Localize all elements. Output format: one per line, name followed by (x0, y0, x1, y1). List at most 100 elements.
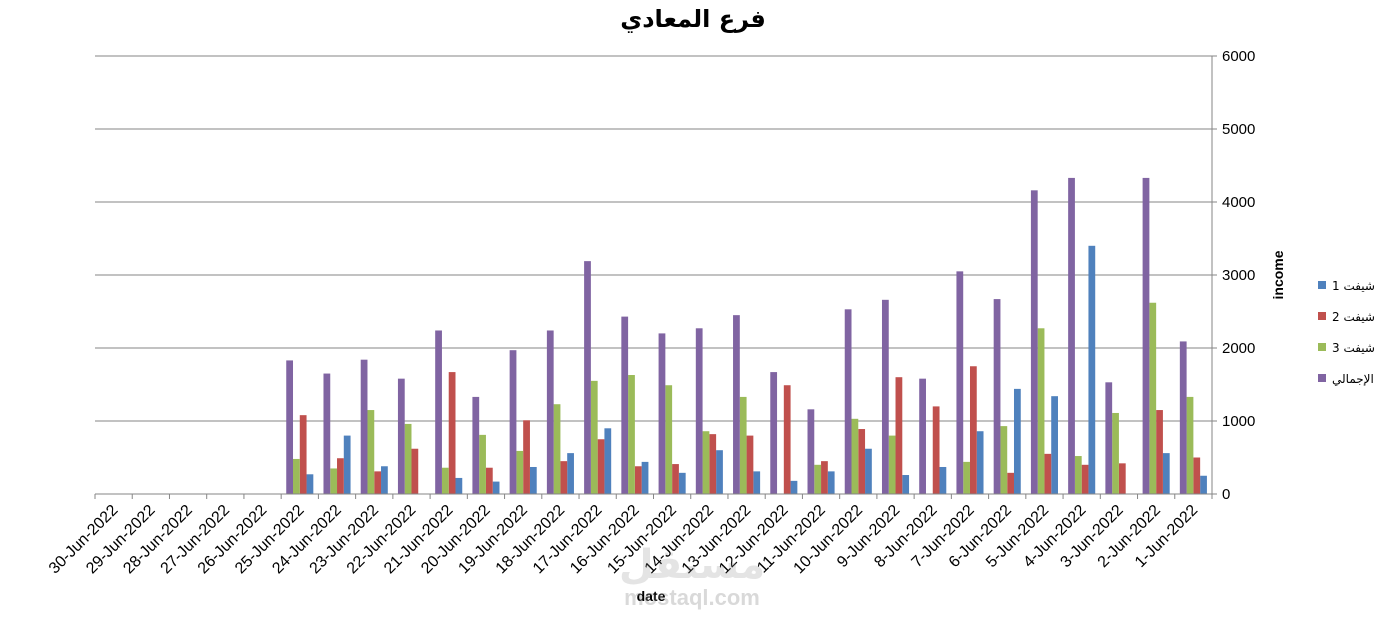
bar-total (770, 372, 778, 494)
bar-shift-2 (709, 434, 717, 494)
bar-shift-2 (746, 435, 754, 494)
bar-shift-3 (1037, 328, 1045, 494)
bar-shift-3 (814, 464, 822, 494)
bar-shift-2 (448, 372, 456, 494)
bar-shift-2 (858, 429, 866, 494)
bar-total (472, 396, 480, 494)
bar-shift-3 (293, 458, 300, 494)
bar-shift-3 (665, 385, 673, 494)
bar-shift-1 (529, 466, 537, 494)
bar-total (919, 378, 926, 494)
bar-total (658, 333, 666, 494)
bar-shift-3 (441, 467, 449, 494)
bar-shift-3 (404, 423, 412, 494)
bar-shift-3 (367, 410, 375, 494)
watermark-logo: مستقل (619, 542, 765, 588)
bar-shift-3 (590, 380, 598, 494)
legend-swatch (1318, 312, 1326, 320)
legend-swatch (1318, 343, 1326, 351)
bar-shift-1 (753, 471, 761, 494)
watermark: مستقل mostaql.com (619, 542, 765, 610)
bar-shift-2 (932, 406, 940, 494)
bar-shift-3 (851, 418, 859, 494)
bar-shift-2 (597, 439, 605, 494)
legend-item: الإجمالي (1318, 372, 1374, 386)
bar-total (1179, 341, 1187, 494)
bar-shift-1 (976, 431, 984, 494)
bar-shift-2 (560, 461, 568, 494)
bar-total (695, 328, 703, 494)
bar-total (323, 373, 331, 494)
legend-label: شيفت 3 (1332, 341, 1375, 355)
bar-shift-2 (1044, 453, 1052, 494)
bar-shift-3 (516, 450, 524, 494)
bar-shift-1 (678, 472, 686, 494)
chart-title: فرع المعادي (620, 5, 766, 33)
legend-swatch (1318, 374, 1326, 382)
bar-shift-2 (1081, 464, 1089, 494)
bar-total (733, 315, 740, 494)
legend-label: شيفت 1 (1332, 279, 1375, 293)
y-axis-label: income (1270, 250, 1286, 299)
bar-shift-2 (1156, 410, 1163, 494)
bar-total (584, 261, 591, 494)
legend: شيفت 1 شيفت 2 شيفت 3 الإجمالي (1318, 279, 1375, 386)
bar-total (397, 378, 405, 494)
bar-shift-2 (821, 461, 828, 494)
bar-shift-1 (1162, 453, 1170, 494)
bar-shift-1 (1051, 396, 1058, 494)
bar-shift-3 (330, 468, 338, 494)
bar-shift-3 (1149, 302, 1157, 494)
bar-shift-1 (865, 448, 872, 494)
bar-shift-1 (827, 471, 835, 494)
bar-shift-3 (553, 404, 561, 494)
legend-item: شيفت 3 (1318, 341, 1375, 355)
bars (286, 177, 1207, 494)
bar-shift-3 (963, 461, 970, 494)
bar-shift-1 (790, 480, 798, 494)
bar-shift-2 (672, 464, 679, 494)
bar-total (621, 316, 629, 494)
bar-total (993, 299, 1001, 494)
bar-shift-2 (783, 385, 791, 494)
bar-shift-1 (1200, 475, 1207, 494)
bar-total (956, 271, 964, 494)
bar-shift-3 (888, 435, 896, 494)
bar-shift-1 (567, 453, 574, 494)
bar-shift-2 (485, 467, 493, 494)
bar-total (360, 359, 368, 494)
bar-shift-2 (374, 471, 382, 494)
watermark-url: mostaql.com (624, 585, 760, 610)
bar-shift-1 (455, 477, 463, 494)
bar-shift-3 (1074, 456, 1082, 494)
bar-shift-2 (969, 366, 977, 494)
legend-swatch (1318, 281, 1326, 289)
bar-total (286, 360, 294, 494)
bar-shift-2 (1118, 463, 1126, 494)
bar-shift-1 (1088, 245, 1096, 494)
bar-shift-1 (492, 481, 500, 494)
bar-shift-3 (1000, 426, 1008, 494)
bar-total (435, 330, 442, 494)
bar-shift-2 (1193, 457, 1201, 494)
y-tick-label: 6000 (1222, 48, 1255, 65)
bar-shift-2 (411, 448, 419, 494)
bar-shift-2 (895, 377, 903, 494)
x-axis-label: date (637, 588, 666, 604)
bar-shift-2 (1007, 472, 1014, 494)
y-tick-label: 2000 (1222, 340, 1255, 357)
y-tick-label: 4000 (1222, 194, 1255, 211)
bar-shift-3 (702, 431, 710, 494)
y-axis-ticks: 0 1000 2000 3000 4000 5000 6000 (1212, 48, 1255, 503)
bar-shift-1 (343, 435, 351, 494)
bar-total (1068, 177, 1075, 494)
bar-shift-3 (739, 396, 747, 494)
bar-shift-1 (641, 461, 649, 494)
bar-shift-1 (939, 466, 947, 494)
bar-total (546, 330, 554, 494)
bar-shift-1 (902, 475, 910, 494)
bar-shift-2 (523, 420, 530, 494)
bar-total (807, 409, 815, 494)
y-tick-label: 0 (1222, 486, 1230, 503)
